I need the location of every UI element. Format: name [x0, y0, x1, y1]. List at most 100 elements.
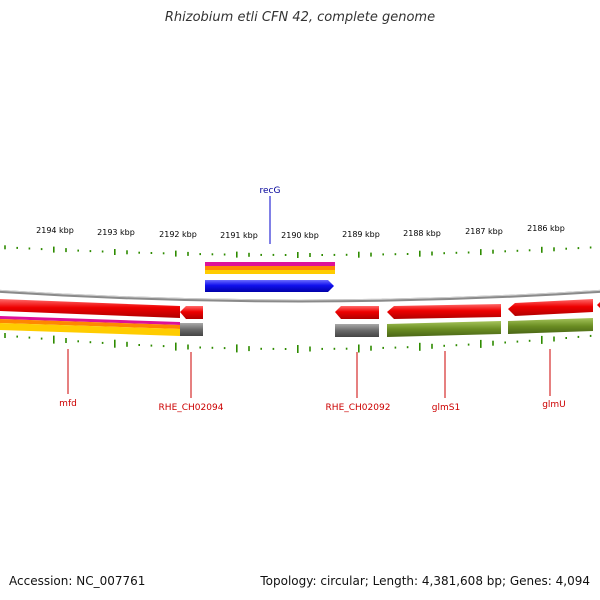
scale-minor-tick: [162, 345, 165, 348]
mfd-annotation-magenta: [0, 316, 180, 325]
scale-minor-tick: [150, 252, 153, 254]
scale-minor-tick: [272, 253, 275, 256]
scale-minor-tick: [199, 253, 201, 256]
scale-major-tick: [297, 345, 299, 353]
gene-partial-right-edge[interactable]: [597, 299, 600, 311]
scale-minor-tick: [77, 340, 79, 343]
scale-minor-tick: [577, 247, 580, 250]
recG-gene-arrow[interactable]: [205, 280, 334, 292]
scale-minor-tick: [28, 336, 31, 339]
glmS1-gene-arrow[interactable]: [387, 304, 501, 319]
scale-minor-tick: [431, 251, 433, 256]
scale-label: 2189 kbp: [342, 230, 380, 239]
RHE_CH02094-gene-arrow[interactable]: [180, 306, 203, 319]
scale-minor-tick: [138, 251, 140, 254]
gene-mfd[interactable]: [0, 299, 180, 336]
scale-label: 2193 kbp: [97, 228, 135, 237]
scale-minor-tick: [101, 250, 104, 253]
mfd-annotation-orange: [0, 319, 180, 329]
scale-minor-tick: [187, 344, 189, 350]
gene-label-recG[interactable]: recG: [260, 186, 281, 196]
gene-RHE_CH02092[interactable]: [335, 306, 379, 337]
scale-minor-tick: [370, 252, 372, 257]
glmS1-annotation-green: [387, 321, 501, 337]
scale-minor-tick: [370, 345, 372, 351]
gene-label-mfd[interactable]: mfd: [59, 399, 77, 409]
scale-minor-tick: [443, 344, 445, 347]
scale-minor-tick: [40, 337, 43, 340]
scale-minor-tick: [126, 250, 128, 255]
scale-minor-tick: [248, 346, 250, 352]
scale-minor-tick: [321, 254, 323, 256]
scale-major-tick: [114, 249, 116, 255]
scale-minor-tick: [577, 335, 580, 338]
scale-major-tick: [236, 344, 238, 353]
gene-RHE_CH02094[interactable]: [180, 306, 203, 336]
gene-label-glmS1[interactable]: glmS1: [432, 403, 460, 413]
accession-label: Accession: NC_007761: [9, 574, 146, 588]
mfd-gene-arrow[interactable]: [0, 299, 180, 318]
scale-minor-tick: [77, 249, 79, 252]
scale-minor-tick: [516, 249, 519, 252]
scale-major-tick: [541, 246, 543, 253]
gene-glmU[interactable]: [508, 299, 593, 334]
glmU-gene-arrow[interactable]: [508, 299, 593, 316]
scale-label: 2192 kbp: [159, 230, 197, 239]
scale-minor-tick: [284, 254, 287, 256]
scale-minor-tick: [443, 252, 445, 255]
scale-major-tick: [297, 252, 299, 258]
scale-minor-tick: [16, 335, 18, 338]
scale-minor-tick: [4, 245, 6, 250]
scale-minor-tick: [589, 334, 592, 337]
scale-minor-tick: [211, 253, 214, 256]
scale-minor-tick: [223, 347, 226, 350]
scale-label: 2186 kbp: [527, 224, 565, 233]
scale-minor-tick: [333, 347, 336, 350]
gene-label-RHE_CH02092[interactable]: RHE_CH02092: [326, 403, 391, 413]
scale-major-tick: [53, 335, 55, 344]
scale-minor-tick: [504, 341, 506, 344]
genome-summary: Topology: circular; Length: 4,381,608 bp…: [260, 574, 590, 588]
scale-minor-tick: [455, 344, 458, 347]
scale-minor-tick: [492, 249, 494, 254]
scale-minor-tick: [187, 251, 189, 256]
scale-major-tick: [53, 246, 55, 253]
scale-minor-tick: [309, 346, 311, 352]
scale-label: 2191 kbp: [220, 231, 258, 240]
scale-minor-tick: [516, 340, 519, 343]
scale-minor-tick: [4, 333, 6, 338]
scale-minor-tick: [565, 337, 567, 339]
gene-recG[interactable]: [205, 262, 335, 292]
genome-backbone: [0, 289, 600, 303]
gene-label-glmU[interactable]: glmU: [542, 400, 566, 410]
scale-minor-tick: [284, 348, 287, 350]
gene-glmS1[interactable]: [387, 304, 501, 337]
scale-label: 2188 kbp: [403, 229, 441, 238]
scale-ticks-lower: [4, 333, 592, 353]
scale-ticks-upper: [4, 245, 592, 258]
scale-major-tick: [358, 251, 360, 258]
recG-annotation-yellow: [205, 270, 335, 274]
scale-minor-tick: [89, 341, 92, 344]
scale-major-tick: [480, 339, 482, 348]
recG-annotation-orange: [205, 266, 335, 270]
scale-minor-tick: [65, 248, 67, 253]
scale-minor-tick: [162, 252, 165, 255]
scale-minor-tick: [333, 253, 336, 256]
scale-minor-tick: [528, 249, 531, 252]
scale-minor-tick: [65, 338, 67, 343]
map-title: Rhizobium etli CFN 42, complete genome: [164, 10, 436, 25]
RHE_CH02092-gene-arrow[interactable]: [335, 306, 379, 319]
mfd-annotation-yellow: [0, 323, 180, 336]
scale-major-tick: [480, 249, 482, 256]
scale-major-tick: [419, 250, 421, 257]
scale-minor-tick: [248, 252, 250, 257]
gene-label-RHE_CH02094[interactable]: RHE_CH02094: [159, 403, 224, 413]
scale-minor-tick: [394, 253, 397, 256]
scale-minor-tick: [565, 247, 567, 250]
scale-major-tick: [419, 342, 421, 351]
scale-major-tick: [114, 339, 116, 348]
scale-major-tick: [541, 335, 543, 344]
scale-minor-tick: [150, 344, 153, 347]
